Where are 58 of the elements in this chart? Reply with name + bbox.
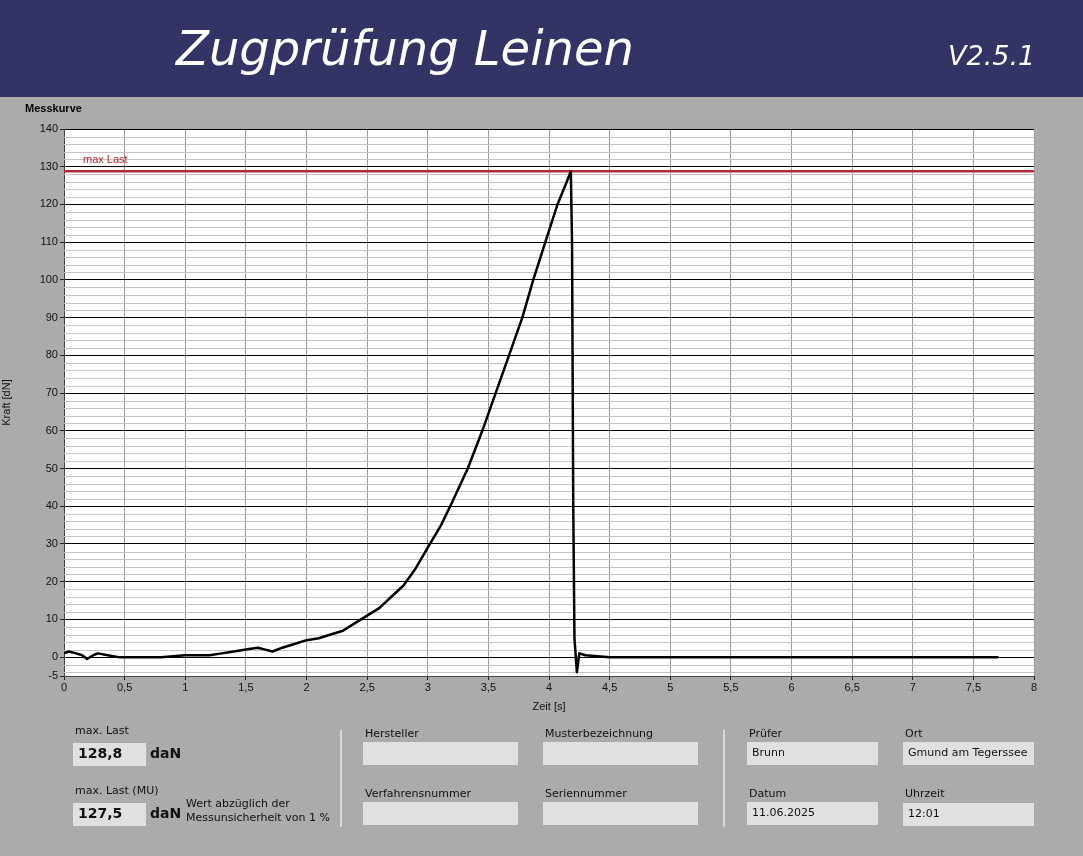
text: V2.5.1 bbox=[948, 40, 1036, 71]
y-tick-label: 60 bbox=[45, 423, 58, 436]
text: Uhrzeit bbox=[905, 787, 945, 800]
x-tick-label: 2,5 bbox=[359, 680, 375, 693]
x-tick-label: 6 bbox=[788, 680, 795, 693]
y-tick-label: 70 bbox=[45, 386, 58, 399]
chart-title: Zugprüfung Leinen bbox=[176, 20, 634, 76]
x-tick-label: 2 bbox=[303, 680, 310, 693]
x-tick-label: 4 bbox=[545, 680, 553, 693]
y-tick-label: 50 bbox=[45, 461, 58, 474]
y-tick-label: 80 bbox=[45, 348, 58, 361]
text-field: 127,5 bbox=[73, 803, 146, 826]
x-tick-label: 5 bbox=[667, 680, 674, 693]
x-tick-label: 5,5 bbox=[723, 680, 739, 693]
y-tick-label: 130 bbox=[39, 159, 58, 172]
y-tick-label: 110 bbox=[40, 235, 58, 248]
text: Datum bbox=[749, 787, 787, 800]
x-axis-title: Zeit [s] bbox=[532, 700, 566, 713]
x-tick-label: 1,5 bbox=[238, 680, 254, 693]
y-tick-label: 30 bbox=[45, 537, 58, 549]
x-tick-label: 3,5 bbox=[480, 680, 497, 693]
text: Hersteller bbox=[365, 727, 419, 740]
y-tick-label: -5 bbox=[48, 669, 58, 682]
x-tick-label: 1 bbox=[182, 680, 189, 693]
text: daN bbox=[150, 805, 182, 821]
text-field: 128,8 bbox=[73, 743, 146, 766]
x-tick-label: 4,5 bbox=[601, 680, 618, 693]
text: daN bbox=[150, 745, 182, 761]
x-tick-label: 7 bbox=[909, 680, 916, 693]
y-tick-label: 20 bbox=[45, 574, 58, 587]
text: Verfahrensnummer bbox=[365, 787, 471, 800]
text-field: 11.06.2025 bbox=[747, 802, 878, 825]
y-tick-label: 0 bbox=[51, 650, 58, 663]
y-tick-label: 100 bbox=[39, 272, 58, 285]
text: Wert abzüglich der Messunsicherheit von 1 % bbox=[186, 797, 331, 825]
y-tick-label: 10 bbox=[45, 612, 58, 625]
x-tick-label: 8 bbox=[1030, 680, 1038, 693]
text: Ort bbox=[905, 727, 923, 740]
y-tick-label: 90 bbox=[45, 310, 58, 323]
x-tick-label: 3 bbox=[424, 680, 431, 693]
y-tick-label: 140 bbox=[39, 122, 58, 135]
y-tick-label: 120 bbox=[39, 197, 58, 210]
chart-subtitle: Messkurve bbox=[25, 102, 82, 114]
text: Prüfer bbox=[749, 727, 783, 740]
x-tick-label: 7,5 bbox=[965, 680, 982, 693]
x-tick-label: 0,5 bbox=[116, 680, 133, 693]
text: Musterbezeichnung bbox=[545, 727, 654, 740]
text-field: Gmund am Tegerssee bbox=[903, 742, 1034, 765]
y-tick-label: 40 bbox=[45, 499, 58, 512]
text: Seriennummer bbox=[545, 787, 627, 800]
text-field: Brunn bbox=[747, 742, 878, 765]
ref-line-label: max Last bbox=[83, 152, 128, 165]
x-tick-label: 6,5 bbox=[844, 680, 860, 693]
x-tick-label: 0 bbox=[60, 680, 68, 693]
text: max. Last (MU) bbox=[75, 784, 159, 797]
y-axis-title: Kraft [dN] bbox=[0, 379, 12, 426]
text: max. Last bbox=[75, 724, 129, 737]
text-field: 12:01 bbox=[903, 803, 1034, 826]
